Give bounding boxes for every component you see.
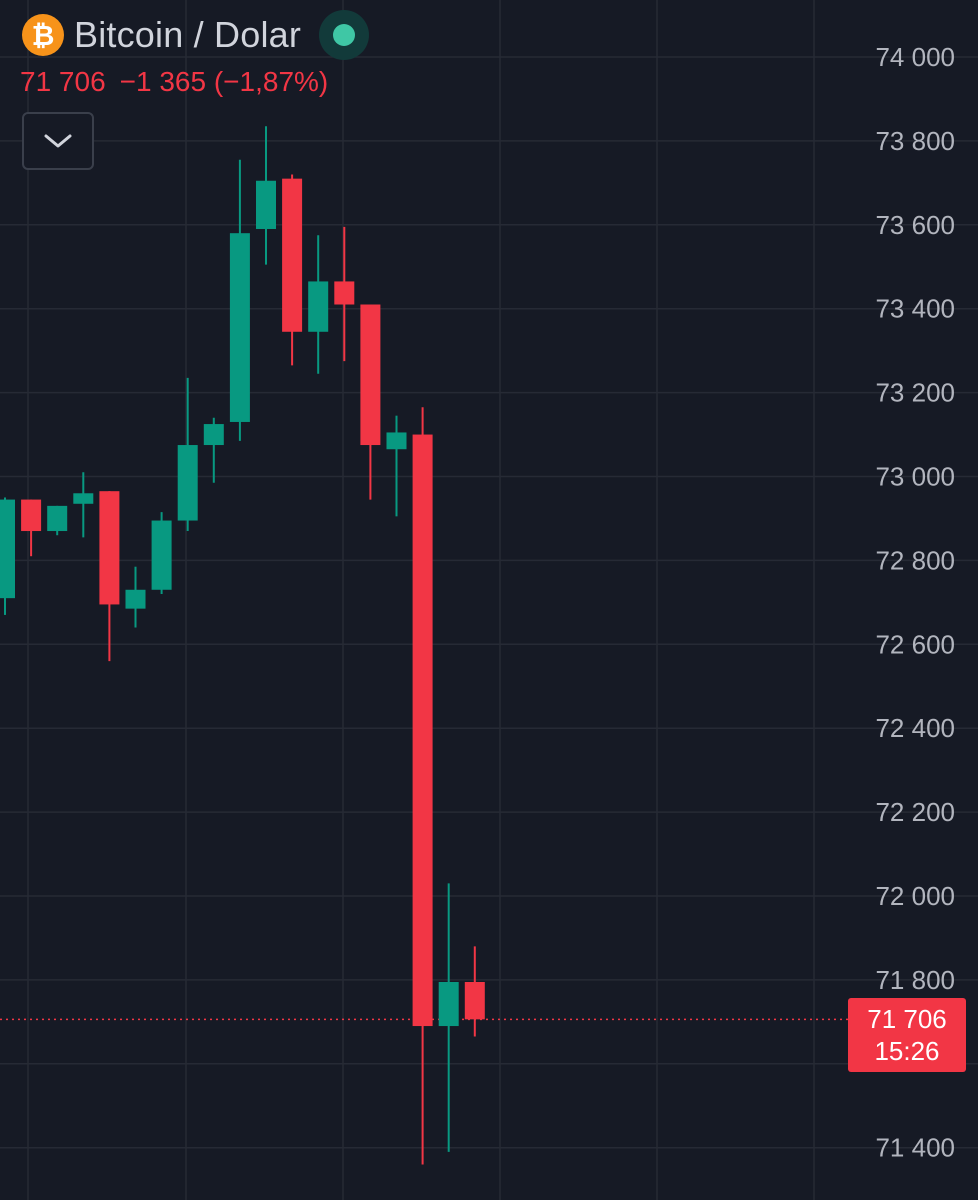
- price-summary: 71 706 −1 365 (−1,87%): [20, 66, 328, 98]
- candle: [386, 415, 407, 517]
- candle: [464, 946, 485, 1037]
- candle: [177, 377, 198, 532]
- price-axis-tick-label: 73 400: [875, 294, 955, 324]
- price-change-percent: (−1,87%): [213, 66, 329, 97]
- price-axis-tick-label: 73 000: [875, 462, 955, 492]
- candle-body: [282, 178, 303, 332]
- candle: [256, 126, 276, 265]
- candle: [229, 159, 250, 441]
- candle-body: [203, 424, 224, 446]
- market-open-dot-icon: [333, 24, 356, 46]
- candle-body: [308, 281, 329, 332]
- candle: [99, 491, 120, 662]
- candle-body: [334, 281, 355, 305]
- candle: [73, 472, 94, 538]
- collapse-legend-button[interactable]: [22, 112, 94, 170]
- candle-body: [177, 445, 198, 521]
- candle: [151, 512, 172, 594]
- candle: [203, 417, 224, 483]
- candle: [21, 499, 42, 557]
- market-status-indicator[interactable]: [319, 10, 370, 60]
- candle-body: [464, 981, 485, 1020]
- candle: [0, 497, 15, 615]
- candle: [438, 883, 459, 1152]
- candle-body: [386, 432, 407, 450]
- bar-countdown: 15:26: [874, 1036, 940, 1066]
- price-axis-tick-label: 71 800: [875, 965, 955, 995]
- price-axis-tick-label: 73 600: [875, 210, 955, 240]
- price-axis-tick-label: 71 400: [875, 1133, 955, 1163]
- candle: [360, 304, 381, 500]
- price-axis-tick-label: 72 000: [875, 881, 955, 911]
- candle-body: [99, 491, 120, 605]
- price-axis[interactable]: 74 000 73 800 73 600 73 400 73 200 73 000 72 8…: [875, 42, 955, 1163]
- candle-body: [47, 505, 68, 532]
- price-axis-tick-label: 72 800: [875, 545, 955, 575]
- price-axis-tick-label: 73 200: [875, 378, 955, 408]
- price-axis-tick-label: 74 000: [875, 42, 955, 72]
- candle-body: [412, 434, 433, 1027]
- price-axis-tick-label: 72 400: [875, 713, 955, 743]
- candle-body: [0, 499, 15, 599]
- candle: [47, 505, 68, 536]
- symbol-title[interactable]: Bitcoin / Dolar: [74, 14, 302, 55]
- candle: [125, 566, 146, 628]
- current-price-tag: 71 706 15:26: [848, 998, 966, 1072]
- candle: [282, 174, 303, 366]
- candle-body: [229, 233, 250, 422]
- candle-body: [151, 520, 172, 590]
- candle-body: [438, 981, 459, 1027]
- candles: [0, 126, 485, 1165]
- candle-body: [73, 493, 94, 504]
- candle: [308, 235, 329, 374]
- last-price: 71 706: [20, 66, 106, 97]
- candle: [334, 226, 355, 362]
- candle-body: [360, 304, 381, 446]
- price-axis-tick-label: 73 800: [875, 126, 955, 156]
- current-price-label: 71 706: [867, 1004, 947, 1034]
- bitcoin-icon: ₿: [22, 14, 64, 56]
- price-change: −1 365: [119, 66, 207, 97]
- candle-body: [21, 499, 42, 532]
- symbol-header: ₿ Bitcoin / Dolar: [22, 10, 370, 60]
- price-axis-tick-label: 72 200: [875, 797, 955, 827]
- candle: [412, 407, 433, 1165]
- chevron-down-icon: [44, 134, 72, 148]
- price-axis-tick-label: 72 600: [875, 629, 955, 659]
- candle-body: [256, 180, 276, 229]
- candle-body: [125, 589, 146, 609]
